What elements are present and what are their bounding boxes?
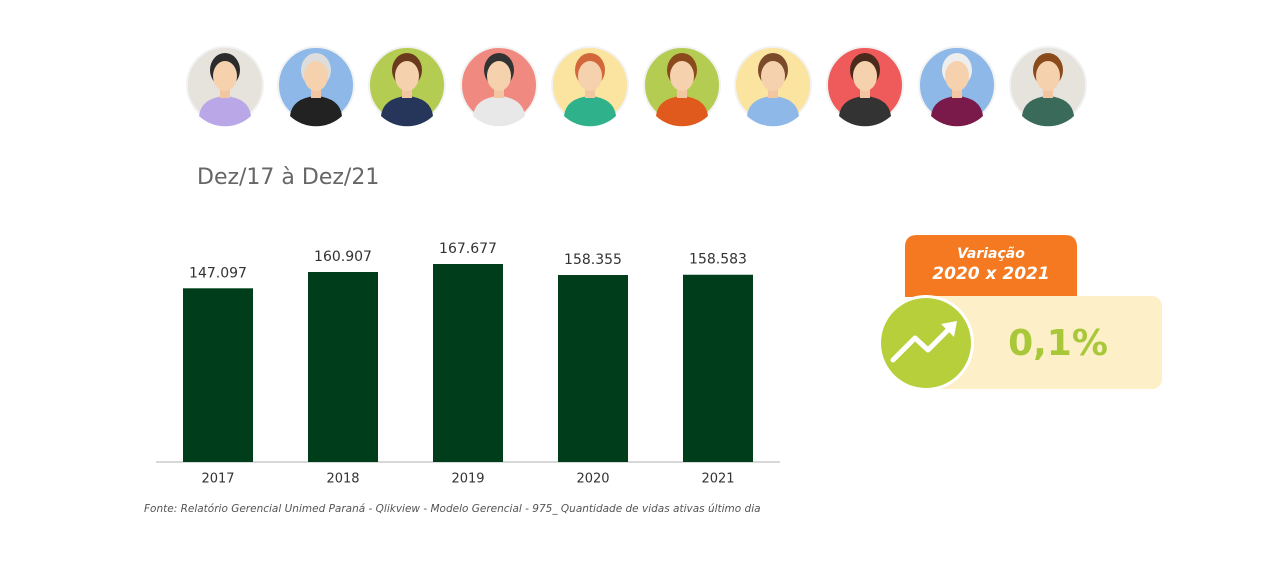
- avatar-body: [1022, 96, 1074, 127]
- avatar-face: [487, 61, 511, 91]
- avatar: [918, 46, 996, 127]
- x-tick-label: 2017: [201, 472, 234, 487]
- source-note: Fonte: Relatório Gerencial Unimed Paraná…: [144, 503, 761, 515]
- avatar: [186, 46, 264, 127]
- avatar-neck: [1043, 88, 1053, 98]
- subtitle: Dez/17 à Dez/21: [197, 165, 379, 190]
- variation-tab: [905, 235, 1077, 297]
- x-tick-label: 2019: [451, 472, 484, 487]
- avatar-face: [1036, 61, 1060, 91]
- avatar-body: [656, 96, 708, 127]
- value-label: 158.355: [564, 252, 622, 268]
- avatars: [186, 46, 1087, 127]
- value-label: 160.907: [314, 249, 372, 265]
- avatar-face: [304, 61, 328, 91]
- avatar-body: [199, 96, 251, 127]
- avatar-neck: [585, 88, 595, 98]
- avatar-face: [213, 61, 237, 91]
- avatar-neck: [860, 88, 870, 98]
- variation-title: Variação: [957, 246, 1025, 262]
- value-label: 147.097: [189, 265, 247, 281]
- value-label: 158.583: [689, 252, 747, 268]
- avatar-face: [761, 61, 785, 91]
- avatar: [643, 46, 721, 127]
- avatar: [460, 46, 538, 127]
- avatar: [734, 46, 812, 127]
- trend-arrowhead: [941, 321, 957, 337]
- avatar-body: [931, 96, 983, 127]
- variation-value: 0,1%: [1008, 323, 1108, 364]
- avatar-neck: [494, 88, 504, 98]
- avatar-body: [473, 96, 525, 127]
- avatar-face: [670, 61, 694, 91]
- avatar: [826, 46, 904, 127]
- avatar-neck: [677, 88, 687, 98]
- avatar-body: [839, 96, 891, 127]
- avatar-neck: [311, 88, 321, 98]
- bar: [683, 274, 753, 462]
- bar: [183, 288, 253, 462]
- trend-icon: [881, 298, 971, 388]
- variation-box: [915, 296, 1162, 389]
- variation-period: 2020 x 2021: [932, 264, 1049, 284]
- avatar-neck: [402, 88, 412, 98]
- avatar-face: [395, 61, 419, 91]
- x-tick-label: 2018: [326, 472, 359, 487]
- bar: [308, 271, 378, 462]
- bar: [558, 275, 628, 462]
- avatar: [551, 46, 629, 127]
- avatar-body: [564, 96, 616, 127]
- trend-arrow: [890, 325, 953, 363]
- avatar-body: [381, 96, 433, 127]
- avatar-face: [945, 61, 969, 91]
- avatar: [277, 46, 355, 127]
- avatar-face: [578, 61, 602, 91]
- x-tick-label: 2021: [701, 472, 734, 487]
- avatar: [368, 46, 446, 127]
- avatar-neck: [768, 88, 778, 98]
- avatar-body: [290, 96, 342, 127]
- avatar-neck: [952, 88, 962, 98]
- bar: [433, 264, 503, 462]
- avatar-body: [747, 96, 799, 127]
- avatar-face: [853, 61, 877, 91]
- avatar-neck: [220, 88, 230, 98]
- avatar: [1009, 46, 1087, 127]
- x-tick-label: 2020: [576, 472, 609, 487]
- value-label: 167.677: [439, 241, 497, 257]
